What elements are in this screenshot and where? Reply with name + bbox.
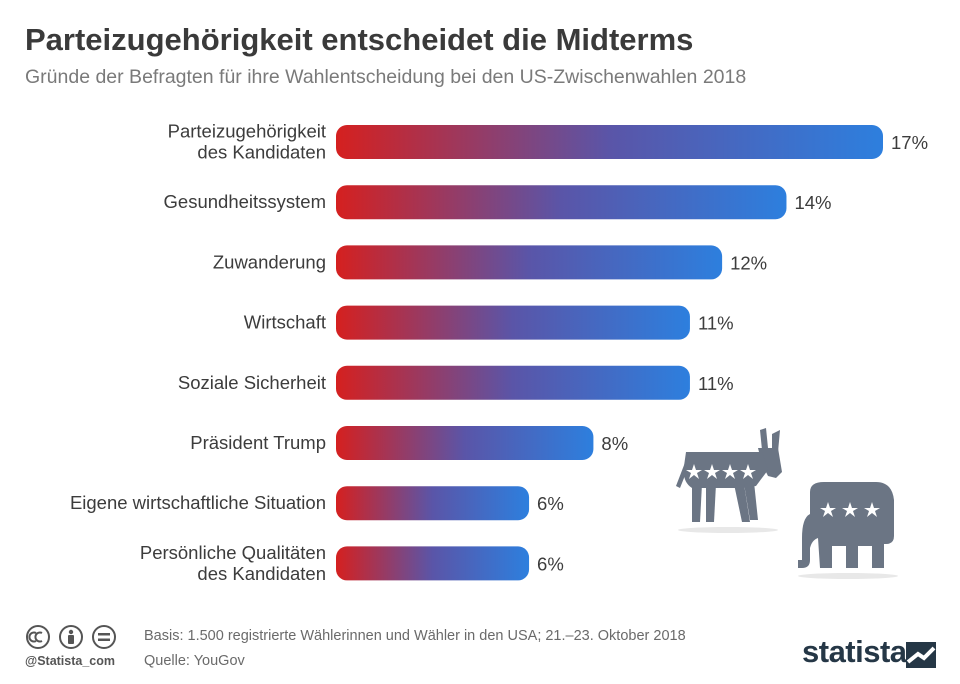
bar [336,185,787,220]
statista-handle: @Statista_com [25,654,115,668]
category-label: Soziale Sicherheit [178,372,326,393]
statista-logo[interactable]: statista [802,634,907,670]
source-note: Quelle: YouGov [144,653,245,669]
bar [336,125,883,159]
no-derivatives-icon [92,625,116,649]
chart-title: Parteizugehörigkeit entscheidet die Midt… [25,22,694,57]
elephant-icon [798,482,898,579]
category-label-line: Parteizugehörigkeit [168,121,326,142]
category-label-line: Eigene wirtschaftliche Situation [70,492,326,513]
category-label: Präsident Trump [190,432,326,453]
statista-logo-text: statista [802,634,907,669]
bar [336,245,723,280]
basis-note: Basis: 1.500 registrierte Wählerinnen un… [144,628,686,644]
bar [336,365,690,400]
value-label: 17% [891,132,928,153]
bar-chart: Parteizugehörigkeit des Kandidaten 17%Gesu… [70,121,928,584]
creative-commons-icon [26,625,50,649]
category-label-line: des Kandidaten [197,563,326,584]
bar [336,305,690,340]
value-label: 14% [794,192,831,213]
category-label-line: Zuwanderung [213,251,326,272]
value-label: 11% [698,373,734,394]
bar [336,546,530,581]
category-label: Gesundheitssystem [164,191,326,212]
category-label: Persönliche Qualitäten des Kandidaten [140,542,326,584]
category-label: Zuwanderung [213,251,326,272]
category-label-line: Wirtschaft [244,312,326,333]
value-label: 6% [537,553,564,574]
value-label: 11% [698,313,734,334]
category-label-line: Persönliche Qualitäten [140,542,326,563]
category-label-line: des Kandidaten [197,142,326,163]
bar [336,486,530,521]
attribution-icon [59,625,83,649]
bars-layer: Parteizugehörigkeit des Kandidaten 17%Gesu… [70,121,928,584]
donkey-icon [676,428,782,533]
category-label-line: Gesundheitssystem [164,191,326,212]
category-label: Wirtschaft [244,312,326,333]
category-label-line: Präsident Trump [190,432,326,453]
category-label-line: Soziale Sicherheit [178,372,326,393]
value-label: 6% [537,493,564,514]
value-label: 12% [730,252,767,273]
license-icons [26,625,116,649]
statista-logo-icon [906,642,936,668]
category-label: Eigene wirtschaftliche Situation [70,492,326,513]
category-label: Parteizugehörigkeit des Kandidaten [168,121,326,163]
value-label: 8% [601,433,628,454]
bar [336,426,594,460]
chart-subtitle: Gründe der Befragten für ihre Wahlentsch… [25,66,747,88]
